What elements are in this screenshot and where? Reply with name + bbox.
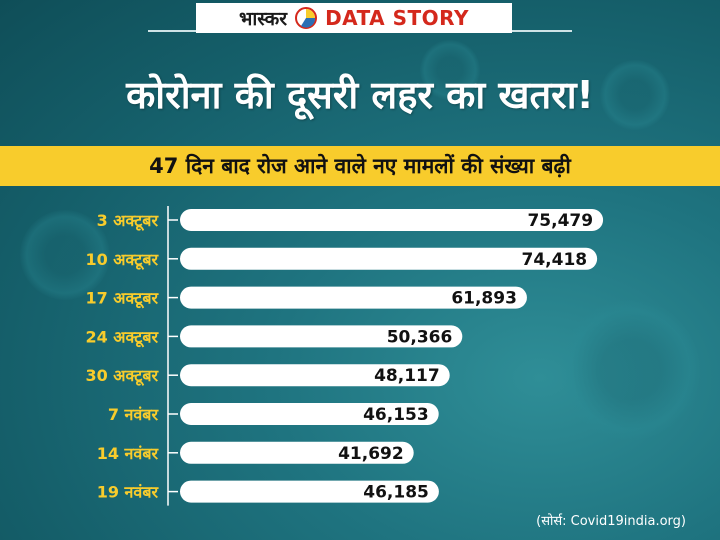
subtitle-band: 47 दिन बाद रोज आने वाले नए मामलों की संख…	[0, 146, 720, 186]
value-label: 41,692	[338, 444, 404, 464]
bar-chart: 3 अक्टूबर 75,479 10 अक्टूबर 74,418 17 अक्टूब…	[85, 206, 604, 506]
source-note: (सोर्स: Covid19india.org)	[536, 514, 686, 529]
brand-header: भास्कर DATA STORY	[196, 3, 512, 33]
category-label: 24 अक्टूबर	[85, 327, 159, 347]
virus-decoration	[20, 210, 110, 300]
category-label: 7 नवंबर	[108, 405, 160, 424]
value-label: 50,366	[387, 327, 453, 347]
bar	[180, 403, 439, 425]
bar	[180, 480, 439, 503]
bar	[180, 286, 527, 309]
brand-name: भास्कर	[239, 8, 288, 30]
bar	[180, 325, 463, 348]
value-label: 75,479	[527, 211, 593, 231]
virus-decoration	[600, 60, 670, 130]
bar	[180, 247, 598, 270]
headline: कोरोना की दूसरी लहर का खतरा!	[126, 73, 594, 117]
value-label: 48,117	[374, 366, 440, 386]
chart-subtitle: 47 दिन बाद रोज आने वाले नए मामलों की संख…	[149, 154, 571, 178]
bar	[180, 441, 414, 464]
bar	[180, 209, 604, 231]
virus-decoration	[560, 300, 700, 440]
category-label: 30 अक्टूबर	[85, 366, 159, 386]
value-label: 74,418	[522, 250, 588, 270]
value-label: 46,153	[363, 405, 429, 425]
value-label: 61,893	[451, 289, 517, 309]
virus-decoration	[420, 40, 480, 100]
value-label: 46,185	[363, 483, 429, 503]
category-label: 10 अक्टूबर	[85, 250, 159, 270]
category-label: 17 अक्टूबर	[85, 289, 159, 309]
brand-tag: DATA STORY	[325, 6, 469, 30]
category-label: 19 नवंबर	[97, 483, 160, 502]
category-label: 3 अक्टूबर	[97, 211, 160, 231]
pie-chart-icon	[295, 7, 318, 29]
category-label: 14 नवंबर	[97, 444, 160, 463]
bar	[180, 364, 450, 387]
